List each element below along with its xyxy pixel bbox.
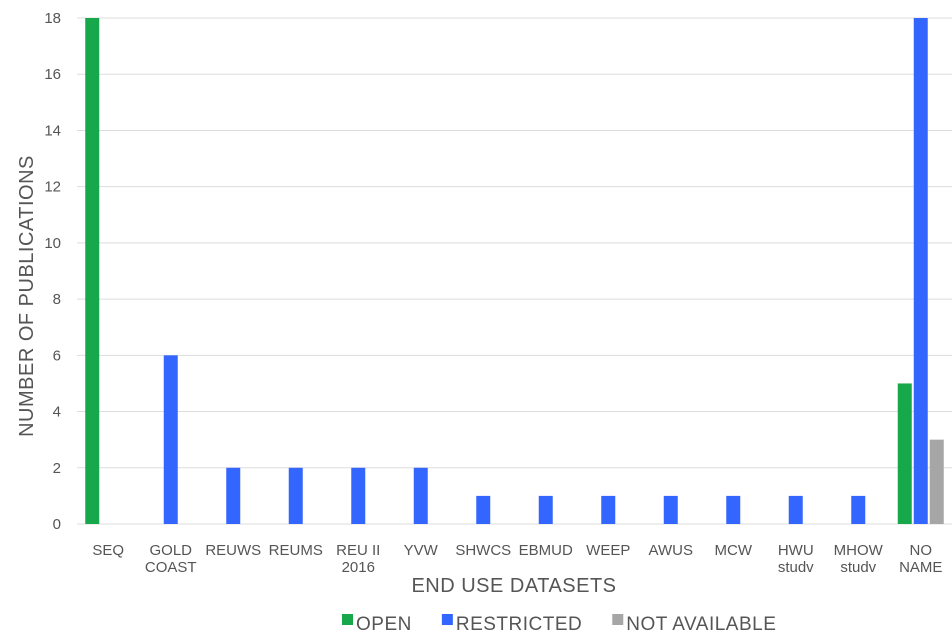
y-tick-label-10: 10	[44, 235, 61, 252]
bar-restricted-8	[601, 495, 616, 524]
legend-swatch-open	[342, 614, 353, 625]
y-tick-label-12: 12	[44, 179, 61, 196]
y-tick-label-0: 0	[53, 516, 61, 533]
gridlines	[77, 17, 952, 525]
x-tick-label-9-0: AWUS	[649, 542, 693, 559]
x-tick-label-11-1: studv	[778, 559, 814, 576]
legend-label-open: OPEN	[356, 614, 412, 635]
y-tick-label-2: 2	[53, 460, 61, 477]
bar-restricted-11	[788, 495, 803, 524]
x-tick-label-1-1: COAST	[145, 559, 197, 576]
bar-restricted-1	[163, 355, 178, 524]
legend-swatch-restricted	[441, 614, 453, 625]
y-tick-label-6: 6	[53, 347, 61, 364]
bar-open-13	[897, 383, 912, 524]
y-axis-ticks: 0 2 4 6 8 10 12 14 16 18	[44, 10, 61, 533]
x-tick-label-11-0: HWU	[778, 542, 814, 559]
legend-swatch-not-available	[612, 614, 624, 625]
x-tick-label-10-0: MCW	[715, 542, 753, 559]
y-tick-label-8: 8	[53, 291, 61, 308]
bar-restricted-2	[226, 467, 241, 524]
y-tick-label-18: 18	[44, 10, 61, 27]
bars	[85, 18, 944, 524]
legend-label-not-available: NOT AVAILABLE	[626, 614, 776, 635]
y-tick-label-4: 4	[53, 404, 61, 421]
legend: OPEN RESTRICTED NOT AVAILABLE	[342, 614, 776, 635]
x-tick-label-12-1: studv	[840, 559, 876, 576]
y-axis-title: NUMBER OF PUBLICATIONS	[16, 155, 38, 437]
bar-restricted-7	[538, 495, 553, 524]
legend-label-restricted: RESTRICTED	[456, 614, 582, 635]
bar-restricted-5	[413, 467, 428, 524]
x-tick-label-1-0: GOLD	[149, 542, 192, 559]
bar-restricted-4	[351, 467, 366, 524]
bar-restricted-3	[288, 467, 303, 524]
x-tick-label-4-0: REU II	[336, 542, 380, 559]
bar-restricted-13	[913, 18, 928, 524]
x-tick-label-5-0: YVW	[404, 542, 439, 559]
x-tick-label-2-0: REUWS	[205, 542, 261, 559]
x-tick-label-4-1: 2016	[342, 559, 375, 576]
bar-restricted-10	[726, 495, 741, 524]
x-axis-title: END USE DATASETS	[411, 575, 616, 597]
x-tick-label-13-1: NAME	[899, 559, 942, 576]
x-tick-label-13-0: NO	[910, 542, 933, 559]
y-tick-label-16: 16	[44, 66, 61, 83]
x-tick-label-0-0: SEQ	[92, 542, 124, 559]
x-tick-label-7-0: EBMUD	[519, 542, 573, 559]
bar-open-0	[85, 18, 100, 524]
bar-restricted-6	[476, 495, 491, 524]
y-tick-label-14: 14	[44, 122, 61, 139]
bar-restricted-12	[851, 495, 866, 524]
x-tick-label-12-0: MHOW	[834, 542, 884, 559]
bar-not-available-13	[929, 439, 944, 524]
x-tick-label-8-0: WEEP	[586, 542, 630, 559]
x-tick-label-6-0: SHWCS	[455, 542, 511, 559]
bar-restricted-9	[663, 495, 678, 524]
x-tick-label-3-0: REUMS	[269, 542, 323, 559]
